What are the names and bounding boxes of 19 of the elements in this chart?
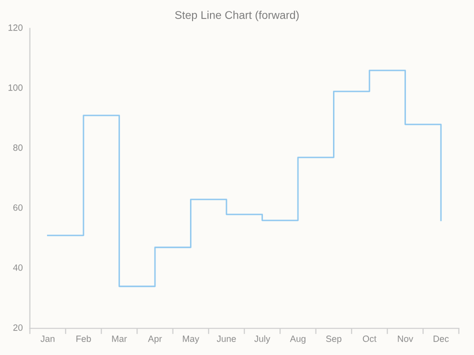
x-tick-label: Mar bbox=[112, 336, 127, 342]
x-tick-label: Jan bbox=[40, 336, 54, 342]
x-tick-label: July bbox=[254, 335, 270, 344]
chart-title: Step Line Chart (forward) bbox=[175, 10, 299, 22]
x-tick-label: Feb bbox=[76, 335, 91, 342]
x-tick-label: Apr bbox=[148, 336, 162, 344]
x-tick-label: Sep bbox=[326, 336, 342, 344]
x-tick-label: Dec bbox=[434, 336, 449, 342]
y-tick-label: 20 bbox=[13, 324, 23, 331]
y-tick-label: 100 bbox=[8, 84, 23, 91]
y-tick-label: 120 bbox=[8, 24, 23, 31]
x-tick-label: June bbox=[216, 336, 236, 342]
x-tick-label: Nov bbox=[398, 336, 414, 342]
y-tick-label: 80 bbox=[13, 144, 23, 151]
y-tick-label: 40 bbox=[13, 264, 23, 271]
x-tick-label: Oct bbox=[362, 336, 376, 342]
y-tick-label: 60 bbox=[13, 204, 23, 211]
x-tick-label: Aug bbox=[290, 336, 306, 344]
x-tick-label: May bbox=[182, 336, 200, 344]
